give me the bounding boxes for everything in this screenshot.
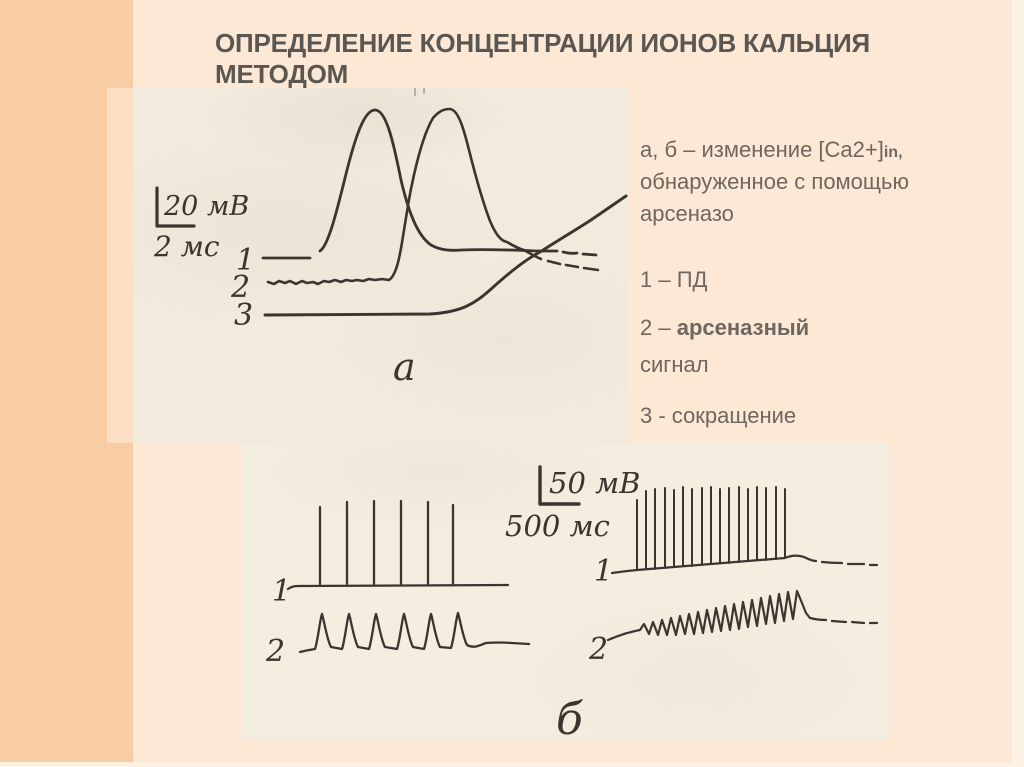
figure-b-left-trace1-spikes [318, 499, 455, 586]
figure-a-plot: 20 мВ 2 мс 1 2 3 а [153, 88, 628, 389]
bottom-edge-strip [0, 762, 1024, 767]
figure-b-right-trace1 [610, 554, 879, 575]
caption-item2-prefix: 2 – [640, 315, 677, 340]
caption-item3: 3 - сокращение [640, 403, 797, 428]
caption-item2: 2 – арсеназный [640, 313, 1010, 343]
figure-b-right-trace1-label: 1 [594, 554, 613, 589]
figure-b-right-trace2 [606, 589, 879, 642]
figure-a-scale-bracket [155, 186, 196, 228]
figure-a-trace3-label: 3 [234, 298, 253, 333]
figure-a-trace1-action-potential [261, 108, 598, 260]
caption-line1-text: а, б – изменение [Ca2+] [640, 137, 884, 162]
figure-b-scale-voltage: 50 мВ [549, 466, 640, 500]
figure-b-plot: 50 мВ 500 мс 1 2 1 2 б [265, 465, 879, 740]
figure-b-left-trace2-label: 2 [265, 634, 285, 669]
caption-item1: 1 – ПД [640, 267, 708, 292]
scan-artifact [414, 88, 425, 96]
slide-title-line1: ОПРЕДЕЛЕНИЕ КОНЦЕНТРАЦИИ ИОНОВ КАЛЬЦИЯ М… [215, 28, 870, 89]
caption-line2: обнаруженное с помощью [640, 169, 909, 194]
figure-b-right-trace2-label: 2 [588, 632, 608, 667]
caption-item2-bold: арсеназный [676, 315, 810, 340]
figure-a-scale-time: 2 мс [153, 230, 220, 263]
caption-item2-cont: сигнал [640, 352, 709, 377]
figure-b-panel-label: б [556, 694, 583, 740]
figure-b-scale-time: 500 мс [505, 509, 610, 543]
figure-a-trace2-label: 2 [230, 270, 250, 305]
figure-a-trace3-contraction [263, 194, 628, 317]
figure-b-scale-bracket [538, 465, 581, 506]
figure-b-left-trace2 [298, 611, 531, 654]
figure-b-right-trace1-spikes [636, 486, 786, 571]
figure-a-trace2-arsenazo-signal [266, 107, 600, 286]
figure-a-trace1-label: 1 [236, 243, 255, 278]
figure-a-panel-label: а [393, 345, 416, 389]
figure-b-left-trace1-label: 1 [272, 574, 291, 609]
figure-b-left-trace1 [286, 583, 510, 591]
caption-line1: а, б – изменение [Ca2+]in, [640, 135, 1010, 168]
caption-line3: арсеназо [640, 201, 734, 226]
figure-a-scale-voltage: 20 мВ [163, 191, 249, 222]
figure-b-scan: 50 мВ 500 мс 1 2 1 2 б [242, 443, 890, 740]
caption-line1-subscript: in, [883, 144, 903, 161]
right-edge-strip [1012, 0, 1024, 767]
figure-a-scan: 20 мВ 2 мс 1 2 3 а [133, 88, 628, 443]
scan-a-overlap-shadow [107, 88, 133, 443]
